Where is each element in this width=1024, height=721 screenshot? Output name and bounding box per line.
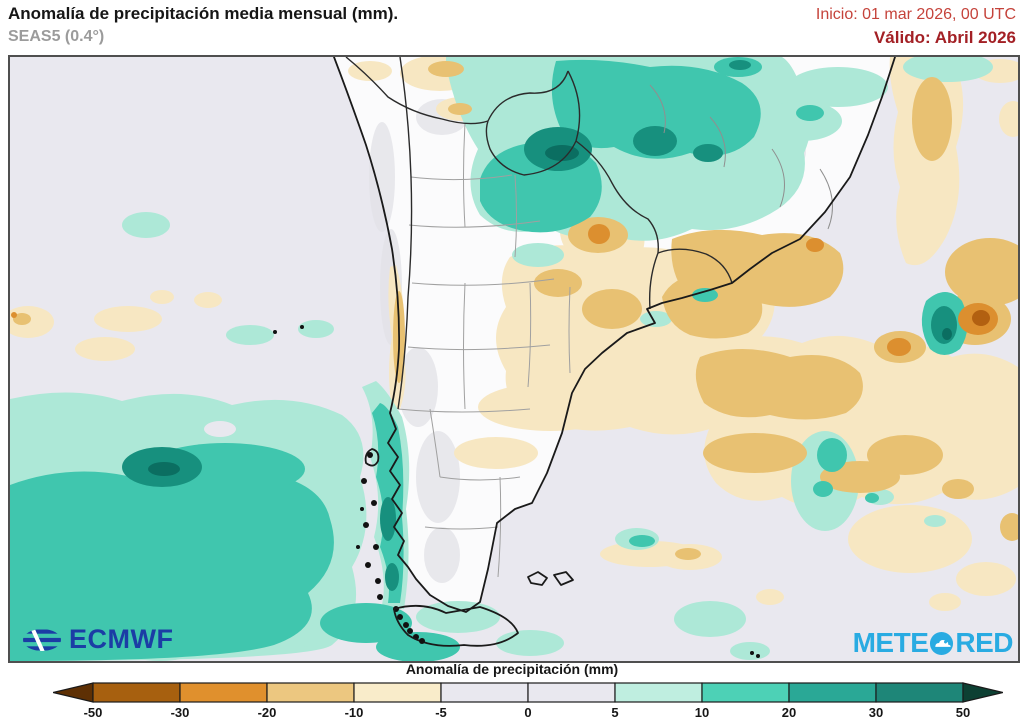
- colorbar-segment: [179, 682, 268, 703]
- meteored-logo: METE RED: [852, 627, 1014, 659]
- meteored-logo-suffix: RED: [955, 627, 1013, 658]
- ecmwf-logo-text: ECMWF: [69, 624, 174, 654]
- colorbar-tick: -10: [344, 705, 364, 720]
- colorbar-segment: [614, 682, 703, 703]
- colorbar-segment: [788, 682, 877, 703]
- colorbar-tick: 50: [955, 705, 971, 720]
- meteored-logo-prefix: METE: [852, 627, 929, 658]
- colorbar-tick: 5: [611, 705, 619, 720]
- colorbar-segment: [875, 682, 964, 703]
- colorbar-right-arrow: [962, 682, 1003, 703]
- colorbar: Anomalía de precipitación (mm) -50 -30 -20…: [0, 661, 1024, 720]
- colorbar-label: Anomalía de precipitación (mm): [405, 661, 619, 677]
- colorbar-segment: [353, 682, 442, 703]
- colorbar-segment: [701, 682, 790, 703]
- colorbar-tick: 0: [524, 705, 532, 720]
- colorbar-segment: [92, 682, 181, 703]
- init-datetime: Inicio: 01 mar 2026, 00 UTC: [815, 6, 1016, 23]
- meteored-cloud-icon: [930, 631, 954, 655]
- colorbar-tick: 10: [694, 705, 710, 720]
- ecmwf-globe-icon: [23, 628, 61, 651]
- colorbar-tick: -20: [257, 705, 277, 720]
- valid-month: Válido: Abril 2026: [873, 28, 1016, 47]
- colorbar-svg: [53, 682, 1003, 703]
- page-title: Anomalía de precipitación media mensual …: [8, 4, 399, 23]
- colorbar-segment: [527, 682, 616, 703]
- anomaly-map: ECMWF METE RED: [8, 55, 1020, 663]
- colorbar-left-arrow: [53, 682, 94, 703]
- colorbar-tick: -50: [83, 705, 103, 720]
- colorbar-tick: 30: [868, 705, 884, 720]
- colorbar-tick: -5: [435, 705, 447, 720]
- colorbar-segment: [440, 682, 529, 703]
- colorbar-ticks: -50 -30 -20 -10 -5 0 5 10 20 30 50: [53, 705, 1003, 721]
- map-graphic: [10, 57, 1018, 661]
- model-subtitle: SEAS5 (0.4°): [8, 28, 105, 45]
- colorbar-tick: 20: [781, 705, 797, 720]
- ecmwf-logo: ECMWF: [22, 624, 173, 655]
- colorbar-segment: [266, 682, 355, 703]
- colorbar-tick: -30: [170, 705, 190, 720]
